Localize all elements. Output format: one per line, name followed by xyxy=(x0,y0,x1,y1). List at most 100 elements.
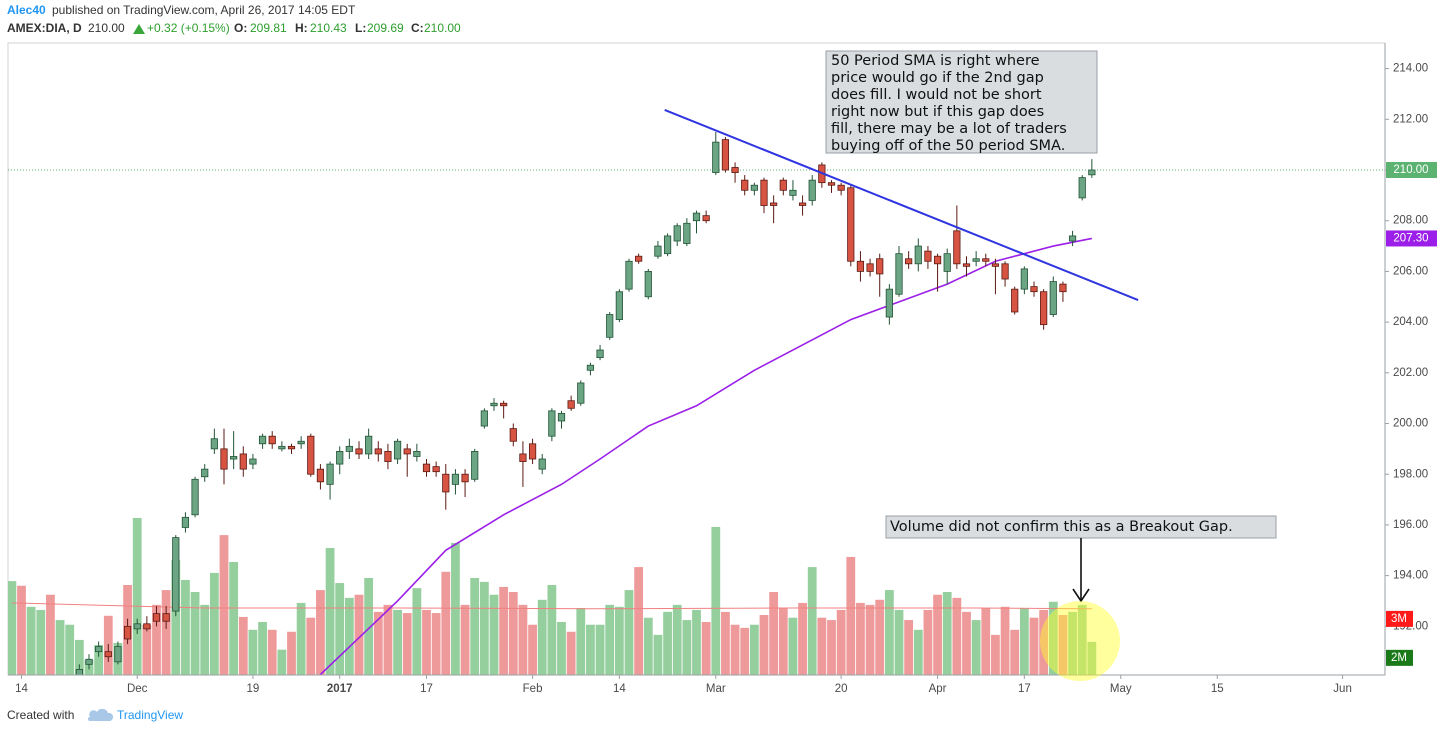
volume-bar xyxy=(701,622,711,675)
candle-body xyxy=(770,202,778,206)
volume-bar xyxy=(248,629,258,675)
axes: 192.00194.00196.00198.00200.00202.00204.… xyxy=(8,43,1437,695)
x-tick-label: Feb xyxy=(523,683,543,695)
volume-bar xyxy=(624,590,634,675)
y-tick-label: 196.00 xyxy=(1393,519,1428,531)
volume-bar xyxy=(499,586,509,675)
candle-body xyxy=(991,263,1000,267)
candle-body xyxy=(702,215,710,222)
volume-bar xyxy=(875,599,885,675)
volume-bar xyxy=(364,577,374,675)
x-tick-label: 14 xyxy=(15,683,28,695)
y-tick-label: 194.00 xyxy=(1393,570,1428,582)
volume-bar xyxy=(219,535,229,675)
y-tick-label: 212.00 xyxy=(1393,113,1428,125)
volume-bar xyxy=(325,547,335,675)
open-value: 209.81 xyxy=(250,21,287,35)
volume-bar xyxy=(460,604,470,675)
candle-body xyxy=(326,463,334,485)
volume-bar xyxy=(846,556,856,675)
candle-body xyxy=(577,382,585,404)
x-tick-label: 15 xyxy=(1211,683,1224,695)
candle-body xyxy=(500,402,508,407)
volume-bar xyxy=(142,624,152,675)
footer-brand[interactable]: TradingView xyxy=(117,708,183,722)
candle-body xyxy=(220,448,228,470)
candle-body xyxy=(586,364,595,371)
volume-bar xyxy=(981,607,991,675)
candle-body xyxy=(760,179,768,206)
candle-body xyxy=(258,435,267,445)
volume-bar xyxy=(94,644,104,675)
volume-bar xyxy=(1058,614,1068,675)
x-tick-label: Mar xyxy=(706,683,726,695)
price-label: 207.30 xyxy=(1393,232,1428,244)
candle-body xyxy=(683,222,691,244)
candle-body xyxy=(847,187,855,262)
volume-bar xyxy=(595,624,605,675)
volume-bar xyxy=(161,590,171,675)
volume-bar xyxy=(788,617,798,675)
volume-bar xyxy=(441,571,451,675)
candle-body xyxy=(451,473,460,485)
annotation-line: right now but if this gap does xyxy=(831,104,1044,120)
x-tick-label: Apr xyxy=(929,683,947,695)
volume-bar xyxy=(1039,609,1049,675)
volume-bar xyxy=(653,634,663,675)
candle-body xyxy=(191,478,199,516)
candle-body xyxy=(972,258,980,262)
volume-bar xyxy=(807,567,817,675)
volume-bar xyxy=(393,609,402,675)
x-tick-label: 2017 xyxy=(327,683,353,695)
volume-label-box xyxy=(1386,610,1413,627)
volume-bar xyxy=(643,617,653,675)
candle-body xyxy=(982,258,990,262)
volume-bar xyxy=(55,620,65,675)
candle-body xyxy=(924,250,932,262)
volume-bar xyxy=(489,594,499,675)
volume-bar xyxy=(537,599,547,675)
candle-body xyxy=(914,245,922,265)
volume-bar xyxy=(171,560,181,675)
volume-bar xyxy=(942,592,952,675)
volume-bar xyxy=(344,597,354,675)
x-tick-label: 17 xyxy=(1018,683,1031,695)
volume-bar xyxy=(36,609,46,675)
candle-body xyxy=(779,179,787,191)
author[interactable]: Alec40 xyxy=(7,3,46,17)
volume-bar xyxy=(1019,607,1029,675)
volume-bar xyxy=(46,594,55,675)
candle-body xyxy=(210,438,218,450)
candle-body xyxy=(95,646,103,653)
brand-icon xyxy=(88,708,114,721)
annotation-line: fill, there may be a lot of traders xyxy=(831,121,1067,137)
candle-body xyxy=(509,428,517,442)
volume-bar xyxy=(692,609,701,675)
candle-body xyxy=(268,435,276,445)
volume-bar xyxy=(962,611,971,675)
annotation-volume: Volume did not confirm this as a Breakou… xyxy=(885,515,1277,681)
candle-body xyxy=(1011,288,1019,313)
symbol: AMEX:DIA, D xyxy=(7,21,82,35)
volume-bar xyxy=(267,629,277,675)
x-tick-label: Dec xyxy=(127,683,148,695)
volume-bar xyxy=(865,604,875,675)
candle-body xyxy=(230,456,238,460)
volume-bar xyxy=(209,572,219,675)
candle-body xyxy=(625,260,633,290)
candle-body xyxy=(895,253,903,295)
candle-body xyxy=(422,463,431,473)
open-label: O: xyxy=(234,21,247,35)
volume-bar xyxy=(296,602,306,675)
volume-bar xyxy=(181,579,190,675)
volume-bar xyxy=(711,526,721,675)
candle-body xyxy=(519,453,527,462)
volume-bar xyxy=(759,614,769,675)
volume-ma-line xyxy=(11,602,1092,610)
volume-bar xyxy=(730,624,740,675)
volume-bar xyxy=(528,624,537,675)
y-tick-label: 214.00 xyxy=(1393,63,1428,75)
volume-bar xyxy=(152,604,161,675)
volume-bar xyxy=(17,585,26,675)
y-tick-label: 198.00 xyxy=(1393,468,1428,480)
